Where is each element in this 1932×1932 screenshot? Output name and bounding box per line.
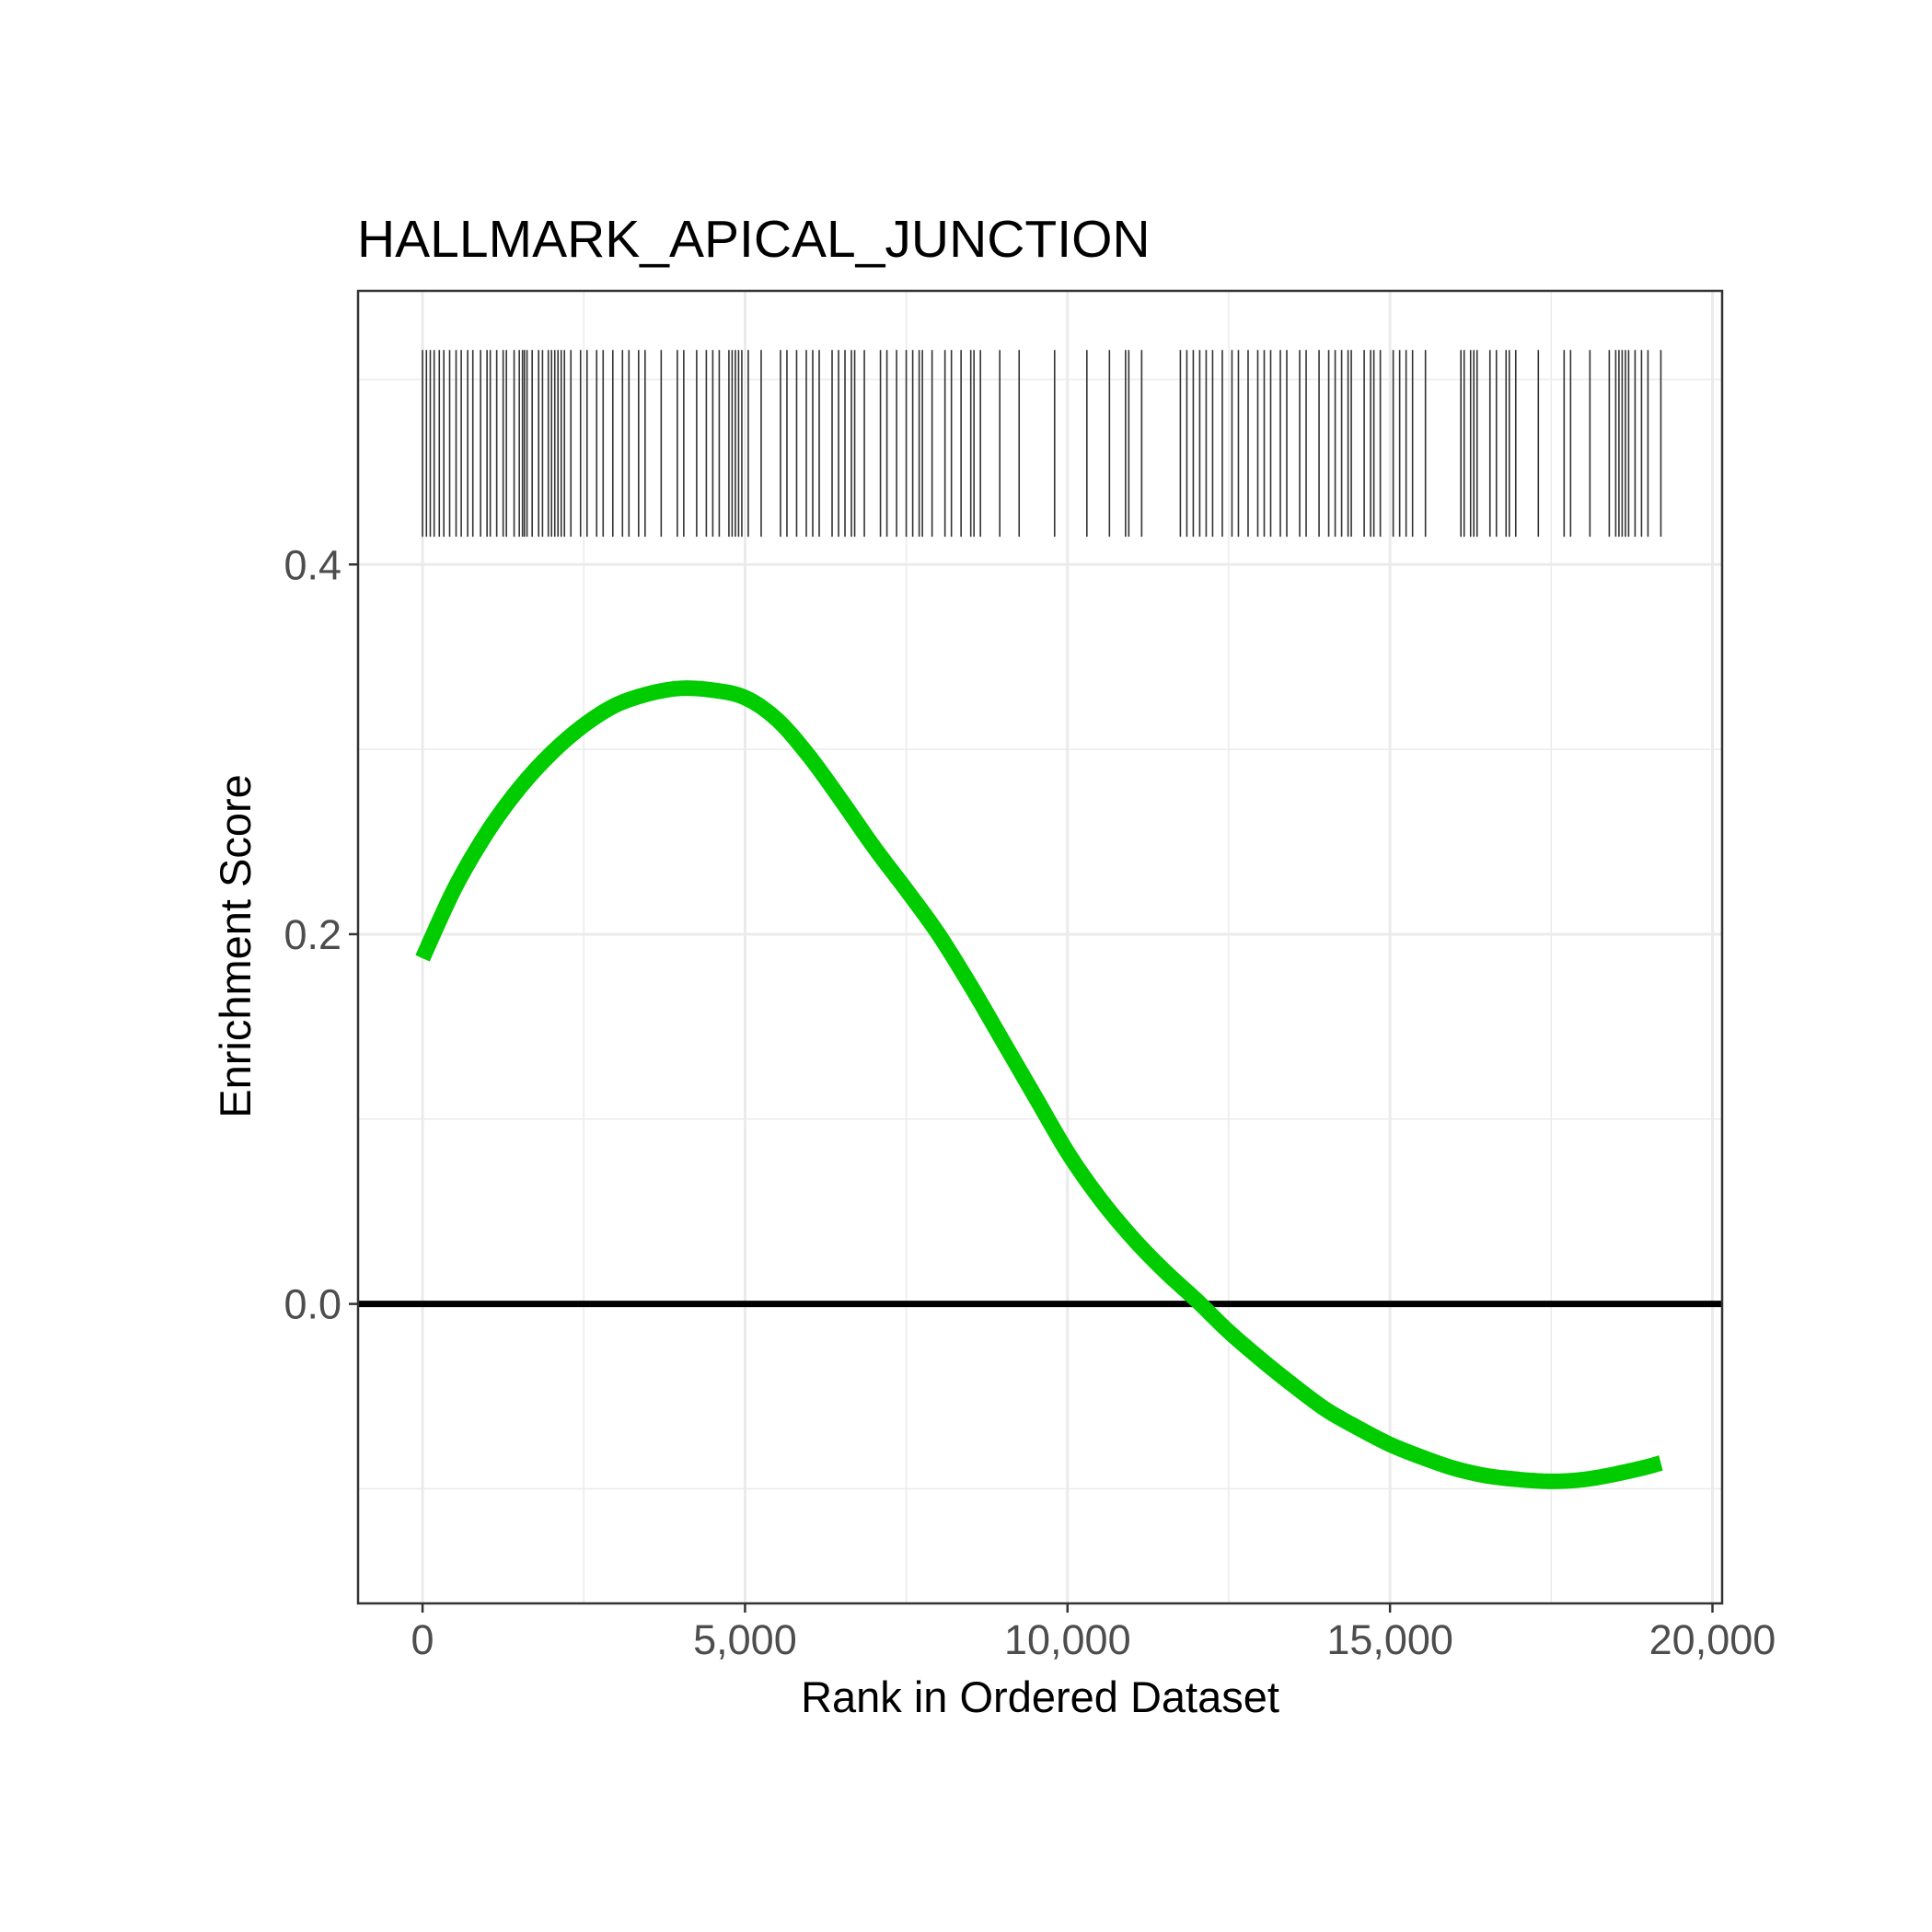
x-axis-label: Rank in Ordered Dataset [801, 1672, 1279, 1721]
x-tick-label: 15,000 [1326, 1616, 1453, 1663]
x-tick-label: 5,000 [693, 1616, 797, 1663]
panel-border [356, 289, 1724, 1605]
chart-title: HALLMARK_APICAL_JUNCTION [357, 210, 1151, 269]
gene-hit-markers [422, 350, 1662, 538]
x-tick-label: 10,000 [1004, 1616, 1131, 1663]
y-tick-label: 0.4 [283, 541, 341, 588]
y-axis-ticks: 0.0 0.2 0.4 [283, 541, 358, 1328]
x-axis-ticks: 0 5,000 10,000 15,000 20,000 [411, 1603, 1776, 1663]
x-tick-label: 20,000 [1649, 1616, 1776, 1663]
y-tick-label: 0.2 [283, 911, 341, 958]
x-tick-label: 0 [411, 1616, 434, 1663]
enrichment-score-line [415, 680, 1663, 1489]
y-axis-label: Enrichment Score [211, 774, 260, 1118]
y-tick-label: 0.0 [283, 1281, 341, 1328]
